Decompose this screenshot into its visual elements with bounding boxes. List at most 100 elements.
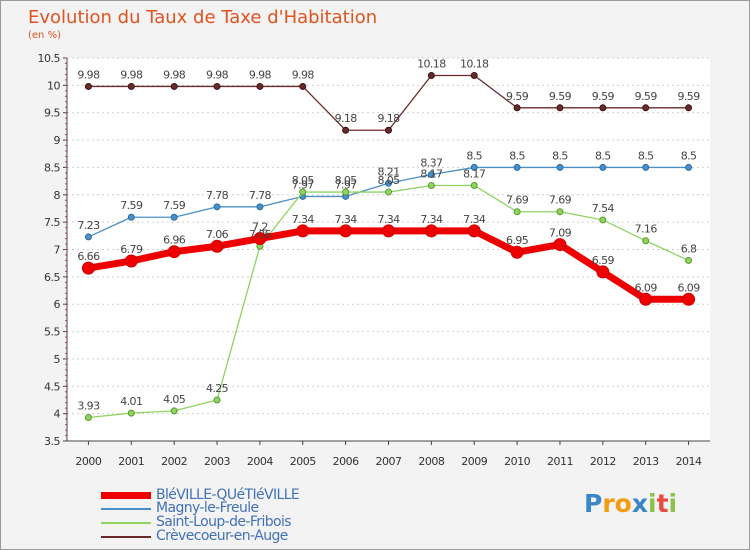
- data-label: 8.5: [552, 149, 568, 162]
- legend-item: Magny-le-Freule: [101, 500, 361, 516]
- x-tick-label: 2013: [633, 455, 659, 468]
- data-point: [642, 163, 650, 171]
- data-label: 7.69: [506, 194, 529, 207]
- data-label: 7.23: [77, 219, 100, 232]
- y-tick-label: 8.5: [44, 161, 60, 174]
- data-label: 9.98: [77, 68, 100, 81]
- data-point: [170, 407, 178, 415]
- data-point: [167, 245, 181, 259]
- y-tick-label: 4: [54, 408, 61, 421]
- data-point: [81, 261, 95, 275]
- x-tick-label: 2006: [333, 455, 359, 468]
- data-label: 9.98: [120, 68, 143, 81]
- y-tick-label: 5: [54, 353, 61, 366]
- legend-label: Crèvecoeur-en-Auge: [156, 528, 288, 544]
- data-point: [427, 181, 435, 189]
- x-tick-label: 2001: [118, 455, 144, 468]
- data-point: [170, 82, 178, 90]
- x-tick-label: 2008: [418, 455, 444, 468]
- data-label: 7.97: [335, 178, 358, 191]
- data-label: 8.5: [509, 149, 525, 162]
- data-point: [639, 292, 653, 306]
- x-tick-label: 2004: [247, 455, 273, 468]
- data-point: [553, 238, 567, 252]
- data-point: [642, 104, 650, 112]
- data-point: [256, 82, 264, 90]
- data-label: 8.05: [335, 174, 358, 187]
- data-label: 7.34: [420, 213, 443, 226]
- data-point: [682, 292, 696, 306]
- x-tick-label: 2005: [290, 455, 316, 468]
- legend-swatch: [101, 536, 151, 538]
- legend-item: Saint-Loup-de-Fribois: [101, 514, 361, 530]
- data-label: 6.09: [635, 281, 658, 294]
- x-tick-label: 2002: [161, 455, 187, 468]
- y-tick-label: 6.5: [44, 271, 60, 284]
- data-label: 8.17: [463, 167, 486, 180]
- data-label: 9.98: [206, 68, 229, 81]
- data-label: 6.09: [678, 281, 701, 294]
- y-tick-label: 5.5: [44, 326, 60, 339]
- data-point: [599, 104, 607, 112]
- data-point: [685, 104, 693, 112]
- data-label: 7.34: [292, 213, 315, 226]
- data-label: 8.05: [377, 174, 400, 187]
- data-point: [599, 163, 607, 171]
- data-point: [556, 163, 564, 171]
- data-label: 8.5: [638, 149, 654, 162]
- data-label: 7.59: [120, 199, 143, 212]
- x-tick-label: 2009: [461, 455, 487, 468]
- y-tick-label: 9.5: [44, 107, 60, 120]
- data-label: 10.18: [417, 58, 446, 71]
- data-label: 8.5: [595, 149, 611, 162]
- logo-letter: P: [584, 489, 603, 518]
- data-point: [127, 82, 135, 90]
- logo-letter: t: [656, 489, 669, 518]
- data-label: 4.05: [163, 393, 186, 406]
- x-tick-label: 2003: [204, 455, 230, 468]
- data-label: 9.59: [592, 90, 615, 103]
- data-point: [342, 188, 350, 196]
- logo-letter: x: [631, 489, 648, 518]
- data-point: [470, 163, 478, 171]
- data-label: 9.59: [678, 90, 701, 103]
- proxiti-logo: Proxiti: [584, 489, 677, 518]
- data-point: [84, 413, 92, 421]
- data-point: [84, 82, 92, 90]
- data-point: [642, 237, 650, 245]
- data-label: 7.34: [463, 213, 486, 226]
- data-label: 7.78: [249, 189, 272, 202]
- data-label: 6.79: [120, 243, 143, 256]
- data-label: 9.59: [549, 90, 572, 103]
- data-label: 7.2: [252, 221, 268, 234]
- chart-subtitle: (en %): [28, 30, 61, 41]
- y-tick-label: 7: [54, 244, 61, 257]
- data-point: [470, 72, 478, 80]
- data-point: [424, 224, 438, 238]
- legend-swatch: [101, 508, 151, 510]
- data-point: [385, 126, 392, 134]
- data-point: [253, 232, 267, 246]
- data-label: 3.93: [77, 399, 100, 412]
- data-label: 9.18: [377, 112, 400, 125]
- data-point: [256, 203, 264, 211]
- x-tick-label: 2010: [504, 455, 530, 468]
- x-tick-label: 2014: [676, 455, 702, 468]
- data-label: 7.34: [335, 213, 358, 226]
- y-tick-label: 10.5: [38, 52, 61, 65]
- logo-letter: i: [668, 489, 678, 518]
- data-label: 8.17: [420, 167, 443, 180]
- legend-item: Crèvecoeur-en-Auge: [101, 528, 361, 544]
- data-point: [84, 233, 92, 241]
- data-label: 7.06: [206, 228, 229, 241]
- data-label: 10.18: [460, 58, 489, 71]
- data-label: 8.5: [681, 149, 697, 162]
- data-label: 9.98: [249, 68, 272, 81]
- data-point: [467, 224, 481, 238]
- data-label: 4.01: [120, 395, 142, 408]
- legend-label: Magny-le-Freule: [156, 500, 259, 516]
- data-label: 7.34: [377, 213, 400, 226]
- data-point: [342, 126, 350, 134]
- data-point: [596, 265, 610, 279]
